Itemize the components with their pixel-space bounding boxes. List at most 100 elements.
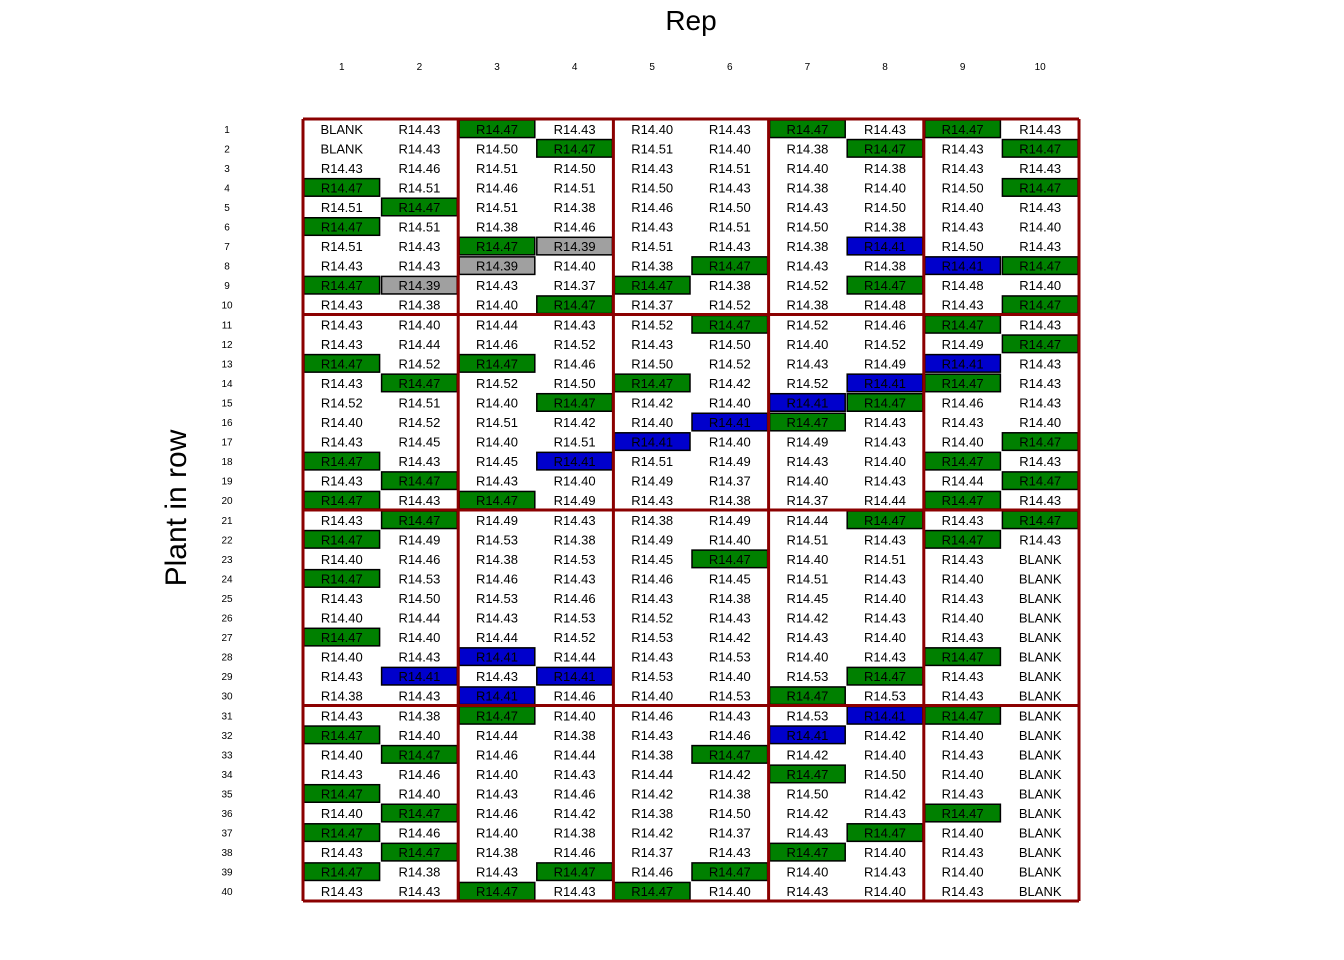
cell-label: R14.43 xyxy=(321,337,363,352)
cell-label: R14.41 xyxy=(398,669,440,684)
row-tick-label: 8 xyxy=(224,262,230,273)
cell-label: R14.43 xyxy=(321,708,363,723)
cell-label: R14.43 xyxy=(631,650,673,665)
cell-label: R14.50 xyxy=(709,806,751,821)
cell-label: R14.46 xyxy=(398,767,440,782)
cell-label: R14.52 xyxy=(709,356,751,371)
cell-label: BLANK xyxy=(1019,786,1062,801)
cell-label: R14.47 xyxy=(942,806,984,821)
cell-label: R14.43 xyxy=(554,122,596,137)
cell-label: R14.40 xyxy=(786,650,828,665)
cell-label: R14.50 xyxy=(554,376,596,391)
row-tick-label: 31 xyxy=(221,711,233,722)
cell-label: R14.43 xyxy=(1019,493,1061,508)
cell-label: R14.47 xyxy=(476,122,518,137)
cell-label: R14.43 xyxy=(554,317,596,332)
cell-label: R14.43 xyxy=(864,122,906,137)
cell-label: R14.43 xyxy=(709,611,751,626)
cell-label: R14.38 xyxy=(476,552,518,567)
cell-label: R14.50 xyxy=(786,220,828,235)
cell-label: R14.47 xyxy=(1019,298,1061,313)
row-tick-label: 7 xyxy=(224,242,230,253)
cell-label: R14.47 xyxy=(631,278,673,293)
cell-label: R14.47 xyxy=(321,630,363,645)
cell-label: R14.47 xyxy=(631,376,673,391)
cell-label: R14.41 xyxy=(786,728,828,743)
cell-label: R14.49 xyxy=(631,474,673,489)
cell-label: R14.50 xyxy=(554,161,596,176)
cell-label: R14.44 xyxy=(398,611,440,626)
cell-label: R14.53 xyxy=(631,630,673,645)
cell-label: R14.46 xyxy=(631,200,673,215)
cell-label: R14.47 xyxy=(476,708,518,723)
cell-label: R14.40 xyxy=(786,865,828,880)
cell-label: R14.38 xyxy=(554,826,596,841)
row-tick-label: 34 xyxy=(221,770,233,781)
cell-label: R14.47 xyxy=(864,513,906,528)
cell-label: R14.43 xyxy=(554,884,596,899)
cell-label: R14.50 xyxy=(631,356,673,371)
cell-label: R14.43 xyxy=(398,239,440,254)
cell-label: R14.53 xyxy=(554,552,596,567)
cell-label: R14.43 xyxy=(942,591,984,606)
cell-label: R14.43 xyxy=(1019,356,1061,371)
row-tick-label: 29 xyxy=(221,672,233,683)
cell-label: BLANK xyxy=(1019,884,1062,899)
cell-label: R14.43 xyxy=(1019,200,1061,215)
cell-label: BLANK xyxy=(1019,826,1062,841)
cell-label: BLANK xyxy=(1019,708,1062,723)
cell-label: R14.47 xyxy=(864,141,906,156)
cell-label: R14.43 xyxy=(554,571,596,586)
cell-label: R14.38 xyxy=(398,865,440,880)
cell-label: R14.40 xyxy=(476,826,518,841)
cell-label: R14.43 xyxy=(864,650,906,665)
cell-label: R14.46 xyxy=(631,865,673,880)
cell-label: R14.43 xyxy=(786,200,828,215)
cell-label: R14.38 xyxy=(864,161,906,176)
cell-label: R14.44 xyxy=(942,474,984,489)
cell-label: R14.43 xyxy=(398,259,440,274)
row-tick-label: 3 xyxy=(224,164,230,175)
cell-label: R14.42 xyxy=(631,786,673,801)
cell-label: R14.47 xyxy=(942,532,984,547)
cell-label: R14.43 xyxy=(942,786,984,801)
cell-label: R14.51 xyxy=(398,180,440,195)
cell-label: R14.43 xyxy=(786,884,828,899)
cell-label: R14.39 xyxy=(398,278,440,293)
cell-label: R14.41 xyxy=(476,689,518,704)
cell-label: R14.43 xyxy=(864,435,906,450)
cell-label: R14.52 xyxy=(398,415,440,430)
cell-label: R14.42 xyxy=(786,747,828,762)
cell-label: R14.42 xyxy=(554,415,596,430)
cell-label: R14.51 xyxy=(398,395,440,410)
cell-label: R14.46 xyxy=(476,180,518,195)
cell-label: R14.47 xyxy=(476,239,518,254)
cell-label: R14.53 xyxy=(786,708,828,723)
cell-label: R14.49 xyxy=(942,337,984,352)
cell-label: R14.46 xyxy=(942,395,984,410)
cell-label: R14.40 xyxy=(709,532,751,547)
cell-label: R14.43 xyxy=(476,786,518,801)
cell-label: R14.49 xyxy=(786,435,828,450)
cell-label: R14.46 xyxy=(398,161,440,176)
cell-label: R14.40 xyxy=(942,571,984,586)
cell-label: R14.51 xyxy=(398,220,440,235)
cell-label: R14.40 xyxy=(942,611,984,626)
cell-label: R14.40 xyxy=(864,630,906,645)
cell-label: R14.40 xyxy=(864,845,906,860)
cell-label: R14.46 xyxy=(554,786,596,801)
cell-label: R14.43 xyxy=(786,356,828,371)
cell-label: BLANK xyxy=(1019,611,1062,626)
cell-label: R14.44 xyxy=(398,337,440,352)
cell-label: R14.46 xyxy=(864,317,906,332)
cell-label: R14.47 xyxy=(709,317,751,332)
column-tick-label: 7 xyxy=(805,62,811,73)
cell-label: R14.43 xyxy=(398,493,440,508)
row-tick-label: 28 xyxy=(221,653,233,664)
y-axis-label: Plant in row xyxy=(160,429,193,586)
cell-label: R14.46 xyxy=(554,356,596,371)
cell-label: R14.44 xyxy=(476,317,518,332)
cell-label: R14.40 xyxy=(709,141,751,156)
cell-label: R14.42 xyxy=(864,786,906,801)
cell-label: R14.40 xyxy=(398,786,440,801)
